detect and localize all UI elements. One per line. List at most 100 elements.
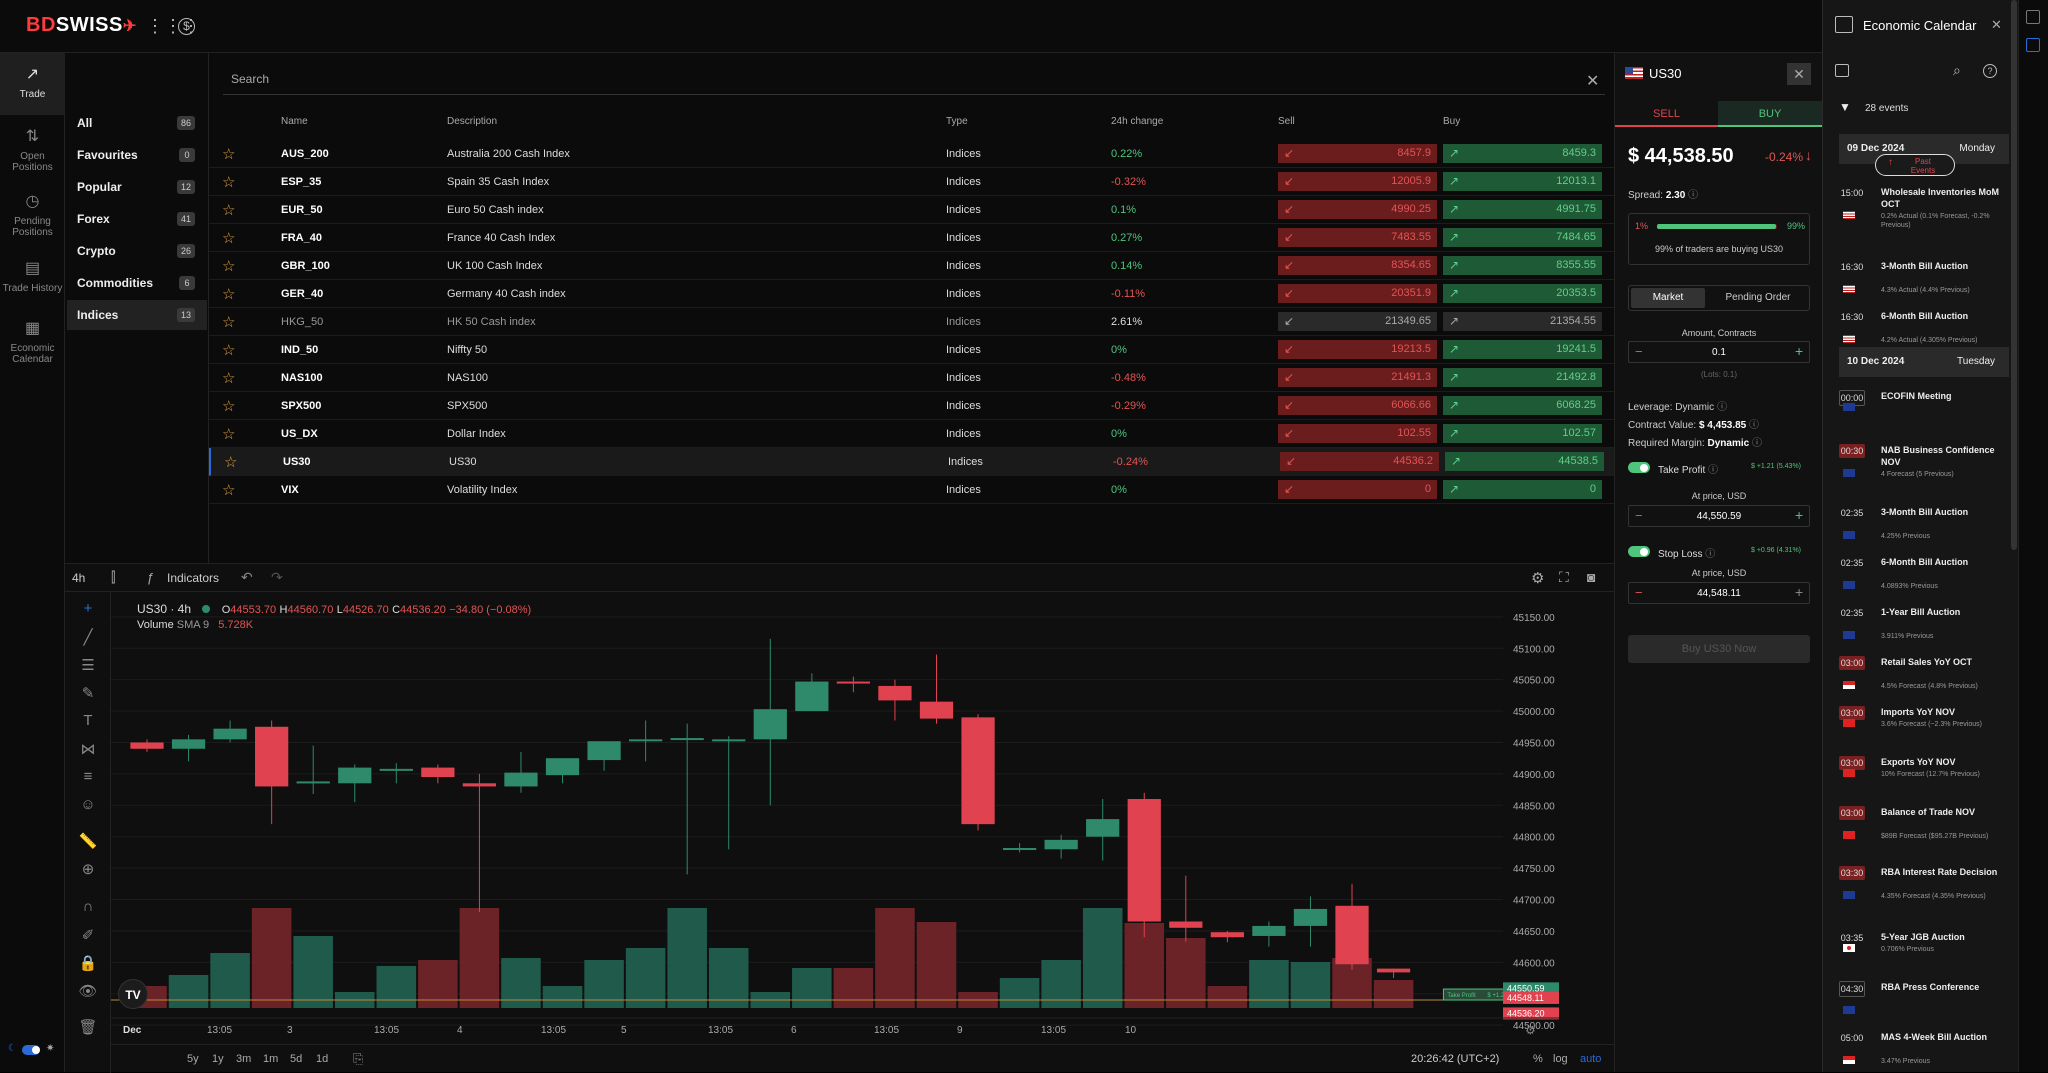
minus-icon[interactable]: − [1635, 344, 1643, 359]
take-profit-input[interactable]: 44,550.59 [1696, 511, 1742, 522]
sell-price-button[interactable]: ↙ 0 [1278, 480, 1437, 499]
nav-economic-calendar[interactable]: ▦ Economic Calendar [0, 313, 65, 375]
prediction-icon[interactable]: ≡ [83, 768, 93, 785]
buy-tab[interactable]: BUY [1718, 101, 1822, 127]
buy-price-button[interactable]: ↗ 20353.5 [1443, 284, 1602, 303]
eye-icon[interactable]: 👁 [78, 983, 98, 1000]
sell-price-button[interactable]: ↙ 20351.9 [1278, 284, 1437, 303]
info-icon[interactable]: ⓘ [1751, 438, 1762, 449]
calendar-event[interactable]: 15:00 Wholesale Inventories MoM OCT 0.2% A… [1839, 180, 2009, 229]
axis-settings-icon[interactable]: ⚙ [1525, 1023, 1536, 1037]
favourite-star-icon[interactable]: ☆ [222, 258, 236, 275]
favourite-star-icon[interactable]: ☆ [222, 146, 236, 163]
calendar-event[interactable]: 02:35 6-Month Bill Auction 4.0893% Previou… [1839, 550, 2009, 596]
favourite-star-icon[interactable]: ☆ [222, 398, 236, 415]
close-icon[interactable]: ✕ [1586, 73, 1600, 90]
trash-icon[interactable]: 🗑 [78, 1019, 98, 1036]
category-forex[interactable]: Forex 41 [67, 204, 207, 234]
text-icon[interactable]: T [83, 712, 93, 729]
buy-price-button[interactable]: ↗ 7484.65 [1443, 228, 1602, 247]
calendar-event[interactable]: 00:00 ECOFIN Meeting [1839, 384, 2009, 430]
favourite-star-icon[interactable]: ☆ [222, 342, 236, 359]
scrollbar[interactable] [2011, 0, 2017, 550]
sell-price-button[interactable]: ↙ 8457.9 [1278, 144, 1437, 163]
camera-icon[interactable]: ◙ [1587, 569, 1596, 585]
col-header-buy[interactable]: Buy [1443, 116, 1461, 127]
favourite-star-icon[interactable]: ☆ [222, 482, 236, 499]
minus-icon[interactable]: − [1635, 508, 1643, 523]
instrument-row[interactable]: ☆ FRA_40 France 40 Cash Index Indices 0.27% ↙… [209, 224, 1614, 252]
past-events-button[interactable]: ↑ Past Events [1875, 154, 1955, 176]
buy-price-button[interactable]: ↗ 8459.3 [1443, 144, 1602, 163]
fib-icon[interactable]: ☰ [81, 657, 95, 674]
redo-icon[interactable]: ↷ [271, 569, 283, 585]
buy-price-button[interactable]: ↗ 4991.75 [1443, 200, 1602, 219]
date-range-icon[interactable]: ⎘ [353, 1051, 364, 1066]
info-icon[interactable]: ⓘ [1716, 402, 1727, 413]
lock-icon[interactable]: 🔒 [78, 955, 98, 972]
col-header-name[interactable]: Name [281, 116, 308, 127]
buy-price-button[interactable]: ↗ 0 [1443, 480, 1602, 499]
instrument-row[interactable]: ☆ US_DX Dollar Index Indices 0% ↙ 102.55 ↗ 102.5… [209, 420, 1614, 448]
theme-toggle[interactable]: ☾ ✷ [8, 1043, 58, 1057]
sell-price-button[interactable]: ↙ 8354.65 [1278, 256, 1437, 275]
sell-price-button[interactable]: ↙ 102.55 [1278, 424, 1437, 443]
buy-now-button[interactable]: Buy US30 Now [1628, 635, 1810, 663]
favourite-star-icon[interactable]: ☆ [222, 370, 236, 387]
sell-price-button[interactable]: ↙ 21349.65 [1278, 312, 1437, 331]
sell-price-button[interactable]: ↙ 6066.66 [1278, 396, 1437, 415]
buy-price-button[interactable]: ↗ 6068.25 [1443, 396, 1602, 415]
nav-open-positions[interactable]: ⇅ Open Positions [0, 121, 65, 183]
calendar-event[interactable]: 02:35 3-Month Bill Auction 4.25% Previous [1839, 500, 2009, 546]
category-crypto[interactable]: Crypto 26 [67, 236, 207, 266]
notes-icon[interactable] [2026, 10, 2040, 24]
sell-price-button[interactable]: ↙ 19213.5 [1278, 340, 1437, 359]
range-1m[interactable]: 1m [263, 1053, 279, 1065]
scale-auto[interactable]: auto [1580, 1053, 1602, 1065]
category-indices[interactable]: Indices 13 [67, 300, 207, 330]
info-icon[interactable]: ⓘ [1705, 549, 1716, 560]
calendar-event[interactable]: 03:00 Retail Sales YoY OCT 4.5% Forecast (… [1839, 650, 2009, 696]
amount-stepper[interactable]: − 0.1 + [1628, 341, 1810, 363]
info-icon[interactable]: ⓘ [1688, 190, 1699, 201]
sell-price-button[interactable]: ↙ 21491.3 [1278, 368, 1437, 387]
info-icon[interactable]: ⓘ [1708, 465, 1719, 476]
filter-icon[interactable]: ▼ [1839, 100, 1851, 114]
sell-price-button[interactable]: ↙ 7483.55 [1278, 228, 1437, 247]
calendar-event[interactable]: 16:30 6-Month Bill Auction 4.2% Actual (4.… [1839, 304, 2009, 350]
candle-type-icon[interactable]: ⫿ [111, 569, 116, 585]
magnet-icon[interactable]: ∩ [82, 898, 94, 915]
stop-loss-toggle[interactable] [1628, 546, 1650, 557]
info-icon[interactable]: ⓘ [1749, 420, 1760, 431]
scale-percent[interactable]: % [1533, 1053, 1543, 1065]
indicators-button[interactable]: Indicators [167, 571, 220, 585]
grid-icon[interactable]: ⋮⋮⋮ [146, 16, 200, 36]
favourite-star-icon[interactable]: ☆ [222, 286, 236, 303]
nav-trade[interactable]: ↗ Trade [0, 53, 65, 115]
close-icon[interactable]: ✕ [1787, 63, 1811, 85]
amount-input[interactable]: 0.1 [1712, 347, 1726, 358]
calendar-event[interactable]: 04:30 RBA Press Conference [1839, 975, 2009, 1021]
zoom-icon[interactable]: ⊕ [81, 861, 95, 878]
minus-icon[interactable]: − [1635, 585, 1643, 600]
nav-trade-history[interactable]: ▤ Trade History [0, 253, 65, 303]
calendar-event[interactable]: 03:30 RBA Interest Rate Decision 4.35% For… [1839, 860, 2009, 906]
plus-icon[interactable]: + [1795, 507, 1804, 523]
undo-icon[interactable]: ↶ [241, 569, 253, 585]
order-pending[interactable]: Pending Order [1725, 292, 1791, 303]
category-popular[interactable]: Popular 12 [67, 172, 207, 202]
buy-price-button[interactable]: ↗ 102.57 [1443, 424, 1602, 443]
calendar-event[interactable]: 03:35 5-Year JGB Auction 0.706% Previous [1839, 925, 2009, 971]
lock-drawing-icon[interactable]: ✐ [81, 927, 95, 944]
plus-icon[interactable]: + [1795, 584, 1804, 600]
range-1d[interactable]: 1d [316, 1053, 329, 1065]
order-market[interactable]: Market [1631, 288, 1705, 308]
category-commodities[interactable]: Commodities 6 [67, 268, 207, 298]
instrument-row[interactable]: ☆ AUS_200 Australia 200 Cash Index Indices 0… [209, 140, 1614, 168]
instrument-row[interactable]: ☆ GER_40 Germany 40 Cash index Indices -0.11… [209, 280, 1614, 308]
buy-price-button[interactable]: ↗ 44538.5 [1445, 452, 1604, 471]
instrument-row[interactable]: ☆ GBR_100 UK 100 Cash Index Indices 0.14% ↙ 83… [209, 252, 1614, 280]
dollar-icon[interactable]: $ [178, 18, 195, 35]
calendar-event[interactable]: 05:00 MAS 4-Week Bill Auction 3.47% Previo… [1839, 1025, 2009, 1071]
buy-price-button[interactable]: ↗ 8355.55 [1443, 256, 1602, 275]
